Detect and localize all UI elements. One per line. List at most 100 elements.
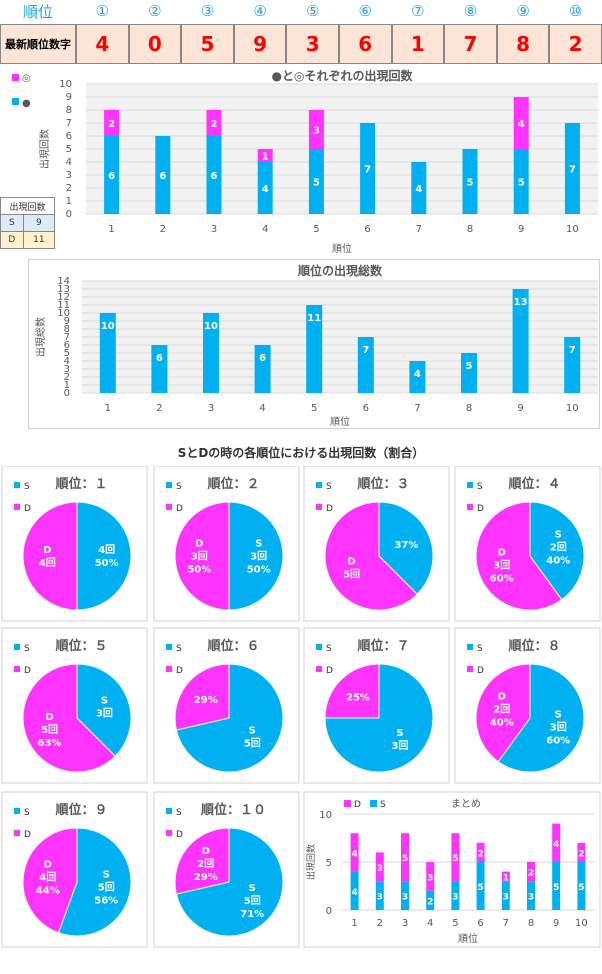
y-tick-label: 10 [59, 79, 72, 90]
pie-title: 順位：５ [55, 638, 107, 654]
legend-swatch-d [14, 830, 20, 836]
y-tick-label: 3 [64, 364, 70, 375]
bar-segment [350, 833, 359, 872]
bar-segment [375, 881, 384, 910]
pie-data-label: 63% [38, 738, 62, 749]
y-tick-label: 8 [64, 324, 70, 335]
latest-digit[interactable]: 5 [181, 24, 234, 64]
bar [461, 353, 477, 393]
data-label: 3 [528, 893, 534, 903]
data-label: 4 [518, 119, 525, 130]
x-tick-label: 8 [528, 918, 534, 929]
pie-data-label: 29% [194, 695, 218, 706]
latest-digit[interactable]: 0 [128, 24, 182, 64]
y-tick-label: 3 [66, 170, 72, 181]
x-tick-label: 10 [566, 403, 579, 414]
latest-digit[interactable]: 7 [444, 24, 497, 64]
bar-segment [564, 123, 580, 214]
bar [151, 345, 168, 393]
pie-title: 順位：６ [207, 638, 259, 654]
data-label: 1 [262, 152, 269, 163]
legend-swatch-s [166, 808, 172, 814]
y-tick-label: 5 [66, 144, 72, 155]
data-label: 3 [427, 873, 433, 883]
x-tick-label: 9 [553, 918, 559, 929]
x-tick-label: 9 [517, 403, 523, 414]
legend-swatch-s [14, 808, 20, 814]
legend-swatch-d [166, 666, 172, 672]
legend-swatch-d [467, 666, 473, 672]
legend-swatch-d [14, 504, 20, 510]
bar-segment [451, 833, 460, 882]
total-bar-chart: 01234567891011121314順位の出現総数出現総数順位1016210… [34, 263, 598, 428]
pie-data-label: 4回 [39, 871, 56, 883]
pie-slice-s [175, 827, 284, 937]
pie-data-label: 5回 [343, 568, 360, 580]
y-tick-label: 5 [326, 858, 332, 869]
rank-mark: ④ [253, 2, 267, 20]
latest-digit[interactable]: 8 [496, 24, 550, 64]
bar-segment [155, 136, 171, 214]
pie-data-label: 40% [490, 717, 514, 728]
rank-mark: ① [95, 2, 110, 20]
y-tick-label: 6 [64, 340, 70, 351]
latest-digit[interactable]: 4 [76, 24, 129, 64]
y-tick-label: 4 [64, 356, 70, 367]
x-tick-label: 9 [518, 224, 524, 235]
pie-data-label: S [249, 726, 256, 737]
x-tick-label: 4 [262, 224, 268, 235]
header-table: 順位 ① ② ③ ④ ⑤ ⑥ ⑦ ⑧ ⑨ ⑩ 最新順位数字 4 0 5 9 3 … [0, 0, 602, 64]
data-label: 4 [262, 184, 269, 195]
y-tick-label: 10 [319, 810, 332, 821]
pie-data-label: S [396, 728, 403, 739]
latest-digit[interactable]: 9 [233, 24, 287, 64]
legend-swatch-s [467, 644, 473, 650]
sd-value: 11 [22, 231, 56, 249]
x-tick-label: 7 [503, 918, 509, 929]
pie-data-label: D [498, 548, 506, 559]
data-label: 10 [204, 321, 218, 332]
latest-digit[interactable]: 3 [286, 24, 339, 64]
rank-mark: ③ [200, 2, 215, 20]
legend-swatch-d [316, 504, 322, 510]
bar-segment [426, 890, 435, 910]
data-label: 3 [503, 893, 509, 903]
pie-grid: 順位：１SD4回50%D4回順位：２SDS3回50%D3回50%順位：３SD37… [1, 466, 601, 948]
pie-data-label: 50% [187, 565, 211, 576]
data-label: 5 [452, 854, 458, 864]
legend-label: D [176, 830, 183, 840]
data-label: 6 [259, 353, 266, 364]
y-tick-label: 1 [66, 196, 72, 207]
rank-mark: ⑧ [463, 2, 478, 20]
latest-digit[interactable]: 6 [338, 24, 392, 64]
latest-digit[interactable]: 1 [391, 24, 445, 64]
pie-data-label: D [202, 846, 210, 857]
x-axis-label: 順位 [332, 242, 352, 255]
pie-data-label: S [103, 870, 110, 881]
pie-slice-s [497, 663, 585, 773]
y-tick-label: 5 [64, 348, 70, 359]
bar-segment [577, 842, 586, 862]
latest-digit[interactable]: 2 [549, 24, 602, 64]
rank-row: 順位 ① ② ③ ④ ⑤ ⑥ ⑦ ⑧ ⑨ ⑩ [0, 0, 602, 22]
pie-slice-d [22, 501, 78, 611]
x-axis-label: 順位 [458, 932, 478, 945]
pie-title: 順位：２ [207, 476, 259, 492]
data-label: 6 [156, 353, 163, 364]
pie-slice-d [475, 663, 531, 763]
pie-data-label: 3回 [493, 560, 510, 572]
bar-segment [350, 871, 359, 910]
data-label: 5 [466, 361, 473, 372]
legend-label: ◎ [22, 73, 31, 84]
pie-data-label: 50% [95, 558, 119, 569]
rank-mark: ② [148, 2, 162, 20]
x-tick-label: 6 [364, 224, 370, 235]
y-tick-label: 0 [326, 906, 332, 917]
y-tick-label: 7 [66, 118, 72, 129]
pie-data-label: 2回 [493, 703, 510, 715]
pie-slice-d [324, 663, 380, 719]
pie-data-label: 60% [546, 736, 570, 747]
legend-label: ● [22, 98, 31, 109]
